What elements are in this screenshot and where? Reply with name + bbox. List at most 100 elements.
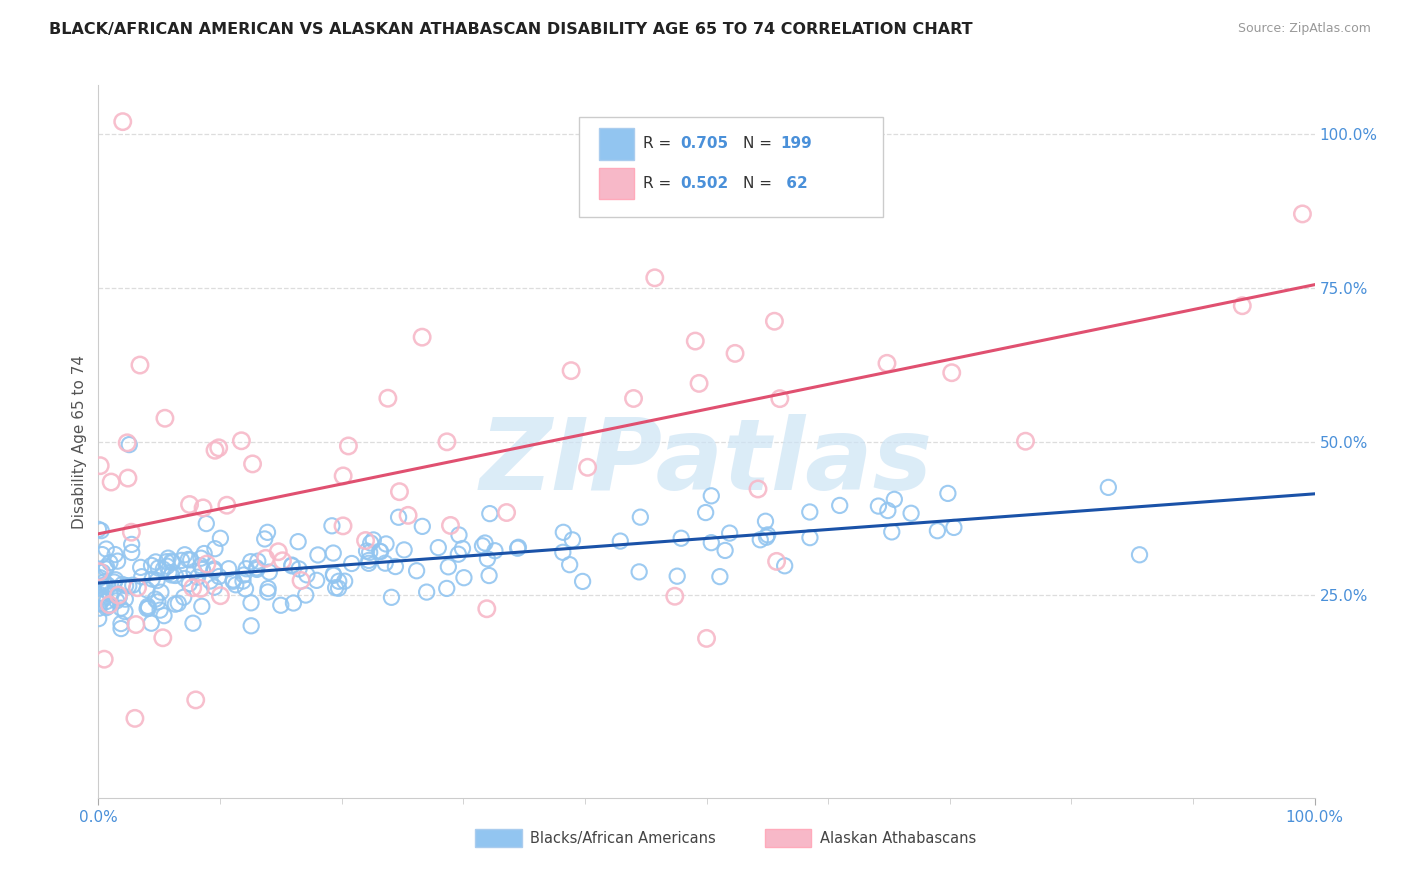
Point [136, 601, 159, 615]
Point [474, 536, 496, 550]
Point [165, 597, 187, 611]
Point [87, 522, 110, 536]
Point [222, 573, 245, 587]
Point [288, 562, 311, 576]
FancyBboxPatch shape [579, 117, 883, 217]
FancyBboxPatch shape [765, 829, 811, 847]
Point [93, 574, 115, 589]
Point [91, 592, 114, 607]
Point [359, 545, 381, 559]
Point [405, 564, 427, 578]
Point [942, 520, 965, 534]
Point [129, 560, 152, 574]
Point [146, 574, 169, 588]
Point [149, 603, 172, 617]
Point [447, 547, 470, 561]
Point [451, 541, 474, 556]
Point [880, 524, 903, 539]
Point [115, 435, 138, 450]
Point [103, 574, 125, 589]
Point [96, 559, 118, 574]
Point [170, 553, 193, 567]
Point [714, 543, 737, 558]
Point [1128, 548, 1150, 562]
Point [190, 582, 212, 596]
Point [375, 537, 398, 551]
Point [121, 578, 143, 592]
Point [628, 510, 651, 524]
Point [108, 590, 131, 604]
Point [328, 574, 350, 589]
Point [173, 572, 195, 586]
Point [98, 598, 121, 612]
Point [477, 551, 499, 566]
Point [558, 558, 581, 572]
Point [195, 516, 218, 531]
Point [110, 622, 132, 636]
Point [156, 559, 179, 574]
Point [253, 532, 276, 546]
Point [321, 518, 343, 533]
Point [799, 505, 821, 519]
Point [152, 631, 174, 645]
Point [374, 556, 396, 570]
Point [576, 460, 599, 475]
Point [773, 558, 796, 573]
Point [239, 555, 262, 569]
Point [828, 499, 851, 513]
Point [478, 568, 501, 582]
Point [436, 434, 458, 449]
Point [89, 571, 111, 585]
Point [91, 566, 114, 580]
Point [146, 595, 169, 609]
Point [93, 591, 115, 605]
Point [191, 500, 214, 515]
Point [718, 526, 741, 541]
Point [157, 551, 180, 566]
Point [177, 552, 200, 566]
Point [695, 506, 717, 520]
Text: 0.502: 0.502 [679, 176, 728, 191]
Text: Source: ZipAtlas.com: Source: ZipAtlas.com [1237, 22, 1371, 36]
Point [160, 568, 183, 582]
Point [384, 559, 406, 574]
Point [173, 548, 195, 562]
Point [97, 599, 120, 614]
Text: R =: R = [644, 136, 676, 152]
Point [107, 554, 129, 568]
FancyBboxPatch shape [599, 168, 634, 199]
Point [294, 588, 316, 602]
Point [209, 531, 232, 545]
Point [111, 114, 134, 128]
Point [484, 543, 506, 558]
Point [165, 568, 187, 582]
Point [120, 525, 142, 540]
Point [235, 562, 257, 576]
Point [411, 519, 433, 533]
Point [1232, 299, 1254, 313]
Point [257, 582, 280, 596]
Point [377, 391, 399, 405]
Text: N =: N = [742, 136, 778, 152]
Point [281, 558, 304, 573]
Point [124, 711, 146, 725]
Point [876, 503, 898, 517]
Point [307, 548, 329, 562]
Point [153, 608, 176, 623]
Point [305, 574, 328, 588]
Point [195, 557, 218, 571]
Point [94, 562, 117, 576]
Y-axis label: Disability Age 65 to 74: Disability Age 65 to 74 [72, 354, 87, 529]
Point [868, 499, 890, 513]
Point [87, 601, 110, 615]
Point [685, 334, 707, 348]
Point [295, 567, 318, 582]
Point [696, 632, 718, 646]
Point [370, 544, 392, 558]
Point [222, 574, 245, 589]
Point [94, 578, 117, 592]
Point [876, 356, 898, 370]
Point [644, 270, 666, 285]
Point [155, 555, 177, 569]
Point [181, 616, 204, 631]
